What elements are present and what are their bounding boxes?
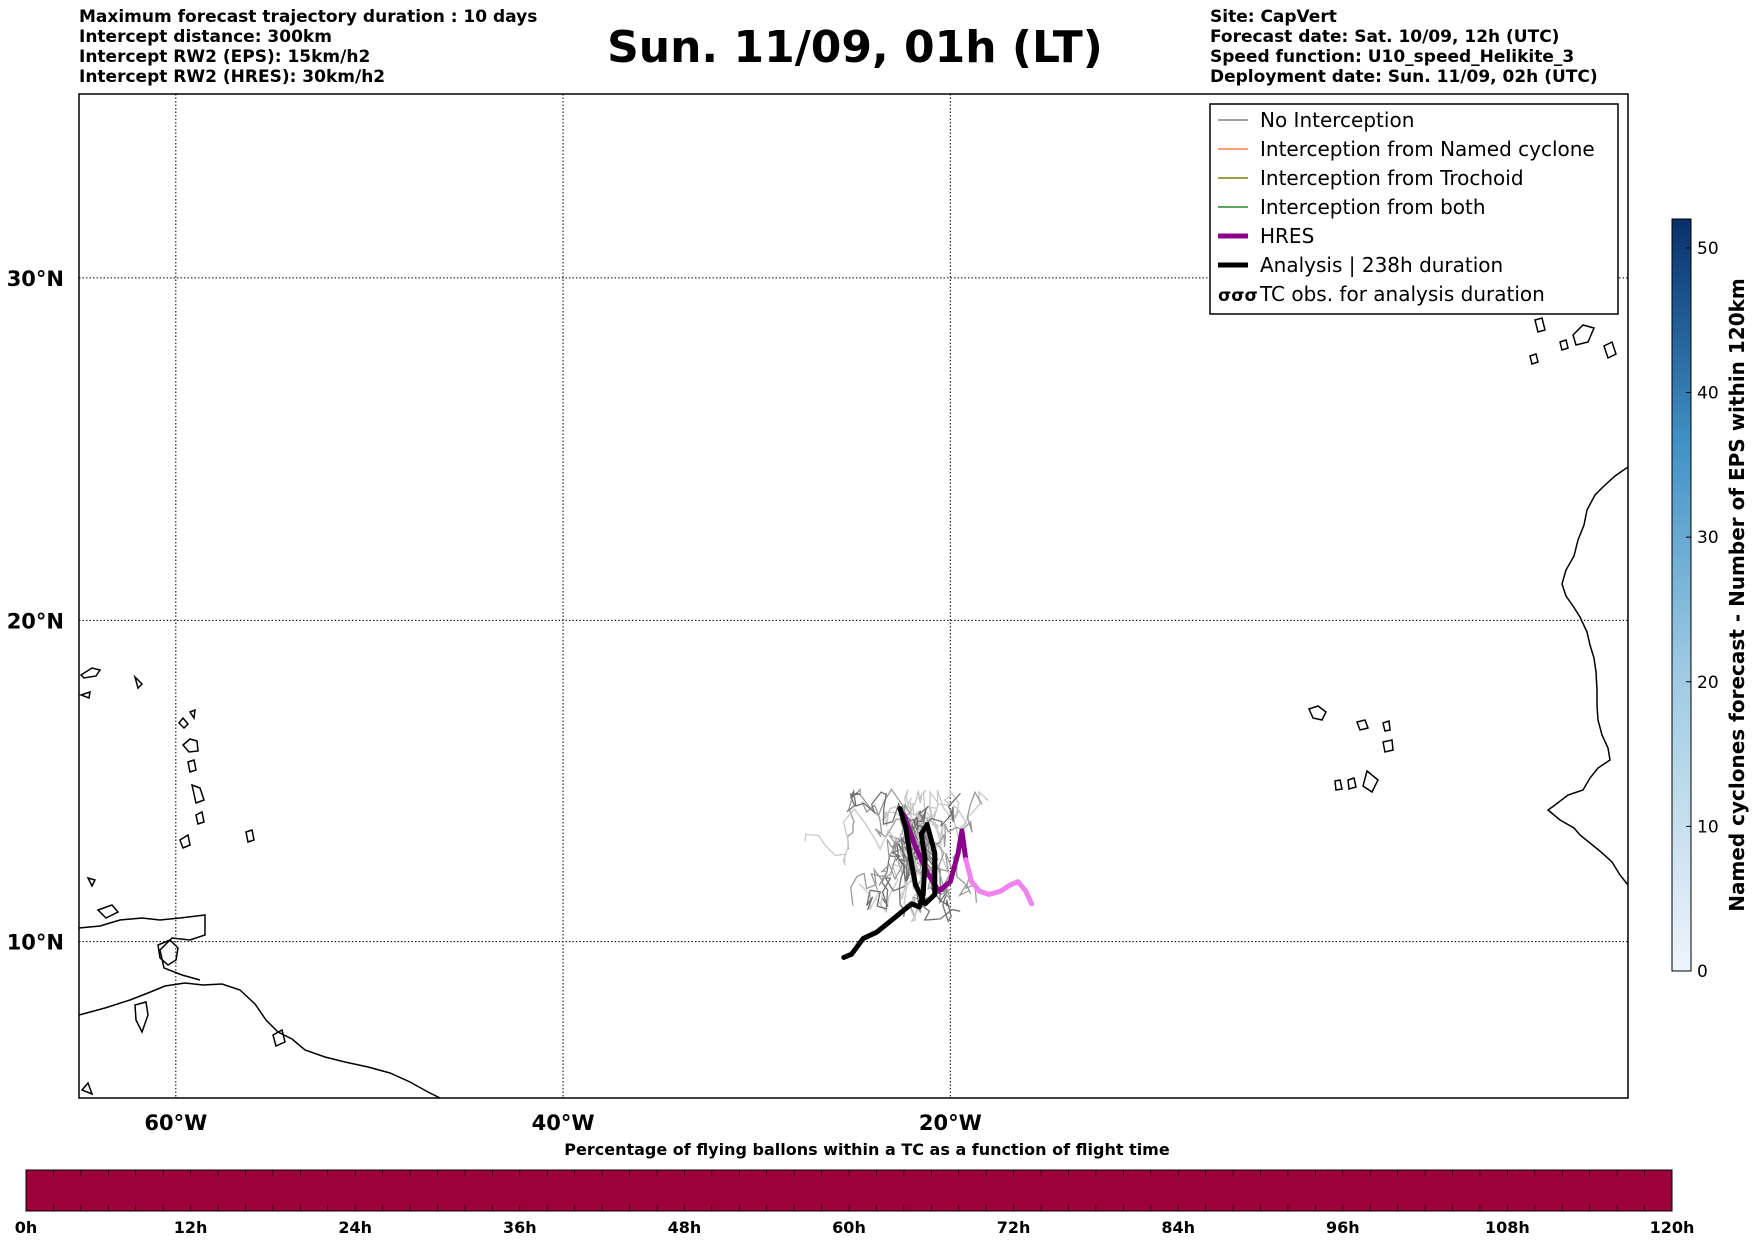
colorbar-tick-label: 20 bbox=[1697, 673, 1719, 693]
site-info-line: Forecast date: Sat. 10/09, 12h (UTC) bbox=[1210, 27, 1560, 47]
map-title: Sun. 11/09, 01h (LT) bbox=[607, 22, 1103, 73]
colorbar-label: Named cyclones forecast - Number of EPS … bbox=[1725, 278, 1749, 912]
analysis-trajectory bbox=[841, 806, 938, 960]
cape-verde-islands bbox=[1307, 705, 1394, 794]
eps-trajectory bbox=[850, 832, 907, 906]
map-content bbox=[79, 317, 1628, 1098]
colorbar-tick-label: 0 bbox=[1697, 962, 1708, 982]
africa-coast bbox=[1546, 466, 1628, 886]
legend-label: HRES bbox=[1260, 224, 1314, 248]
eps-trajectory bbox=[915, 789, 962, 844]
forecast-parameters-left: Maximum forecast trajectory duration : 1… bbox=[79, 7, 537, 87]
flight-time-tick-label: 48h bbox=[668, 1218, 702, 1237]
legend-label: Interception from both bbox=[1260, 195, 1486, 219]
map-gridlines bbox=[79, 94, 1628, 1098]
longitude-tick-labels: 60°W 40°W 20°W bbox=[144, 1111, 981, 1135]
flight-time-tick-label: 12h bbox=[174, 1218, 208, 1237]
flight-time-colorbar: 0h 12h 24h 36h 48h 60h 72h 84h 96h 108h 120h bbox=[15, 1169, 1695, 1237]
legend-label: No Interception bbox=[1260, 108, 1414, 132]
eps-trajectory bbox=[804, 807, 910, 866]
flight-time-tick-label: 72h bbox=[997, 1218, 1031, 1237]
eps-trajectory bbox=[919, 790, 983, 848]
map-frame bbox=[78, 93, 1629, 1099]
tc-symbol-icon: σσσ bbox=[1218, 286, 1258, 306]
longitude-tick-label: 60°W bbox=[144, 1111, 207, 1135]
colorbar-tick-label: 10 bbox=[1697, 817, 1719, 837]
flight-time-colorbar-fill bbox=[25, 1169, 1673, 1212]
site-info-line: Speed function: U10_speed_Helikite_3 bbox=[1210, 47, 1575, 67]
eps-trajectory bbox=[906, 831, 972, 901]
eps-trajectory bbox=[846, 788, 911, 836]
flight-time-tick-label: 108h bbox=[1485, 1218, 1530, 1237]
colorbar-gradient bbox=[1671, 218, 1692, 972]
flight-time-tick-label: 96h bbox=[1326, 1218, 1360, 1237]
hres-trajectory bbox=[901, 812, 969, 894]
site-info-line: Deployment date: Sun. 11/09, 02h (UTC) bbox=[1210, 67, 1598, 87]
flight-time-tick-label: 24h bbox=[338, 1218, 372, 1237]
eps-trajectory bbox=[915, 792, 961, 834]
legend-label: TC obs. for analysis duration bbox=[1259, 282, 1545, 306]
legend: No Interception Interception from Named c… bbox=[1209, 103, 1619, 315]
small-islands-west bbox=[79, 667, 286, 1096]
parameter-line: Maximum forecast trajectory duration : 1… bbox=[79, 7, 538, 27]
flight-time-tick-label: 120h bbox=[1650, 1218, 1695, 1237]
parameter-line: Intercept distance: 300km bbox=[79, 27, 332, 47]
canary-islands bbox=[1529, 317, 1617, 365]
south-america-coast bbox=[79, 982, 441, 1098]
eps-trajectory bbox=[870, 831, 917, 890]
latitude-tick-label: 30°N bbox=[7, 267, 64, 291]
colorbar-tick-label: 40 bbox=[1697, 384, 1719, 404]
flight-time-tick-label: 36h bbox=[503, 1218, 537, 1237]
latitude-tick-label: 20°N bbox=[7, 609, 64, 633]
bottom-colorbar-title: Percentage of flying ballons within a TC… bbox=[564, 1140, 1170, 1159]
longitude-tick-label: 40°W bbox=[532, 1111, 595, 1135]
colorbar-tick-label: 50 bbox=[1697, 239, 1719, 259]
eps-trajectory bbox=[911, 810, 944, 860]
flight-time-tick-label: 84h bbox=[1161, 1218, 1195, 1237]
flight-time-tick-label: 0h bbox=[15, 1218, 38, 1237]
parameter-line: Intercept RW2 (HRES): 30km/h2 bbox=[79, 67, 386, 87]
eps-trajectory bbox=[909, 789, 950, 875]
legend-label: Analysis | 238h duration bbox=[1260, 253, 1503, 277]
site-info-line: Site: CapVert bbox=[1210, 7, 1337, 27]
longitude-tick-label: 20°W bbox=[919, 1111, 982, 1135]
latitude-tick-label: 10°N bbox=[7, 931, 64, 955]
venezuela-gulf bbox=[79, 914, 206, 981]
eps-trajectory bbox=[897, 805, 930, 917]
legend-label: Interception from Named cyclone bbox=[1260, 137, 1595, 161]
named-cyclones-colorbar: 0 10 20 30 40 50 bbox=[1671, 218, 1719, 982]
eps-trajectory bbox=[847, 787, 906, 850]
coastline-layer bbox=[79, 317, 1628, 1098]
colorbar-tick-label: 30 bbox=[1697, 528, 1719, 548]
legend-label: Interception from Trochoid bbox=[1260, 166, 1524, 190]
legend-box bbox=[1209, 103, 1619, 315]
parameter-line: Intercept RW2 (EPS): 15km/h2 bbox=[79, 47, 371, 67]
flight-time-tick-label: 60h bbox=[832, 1218, 866, 1237]
forecast-parameters-right: Site: CapVert Forecast date: Sat. 10/09, … bbox=[1210, 7, 1598, 87]
hres-trajectory-tail bbox=[963, 857, 1035, 907]
latitude-tick-labels: 10°N 20°N 30°N bbox=[7, 267, 64, 955]
